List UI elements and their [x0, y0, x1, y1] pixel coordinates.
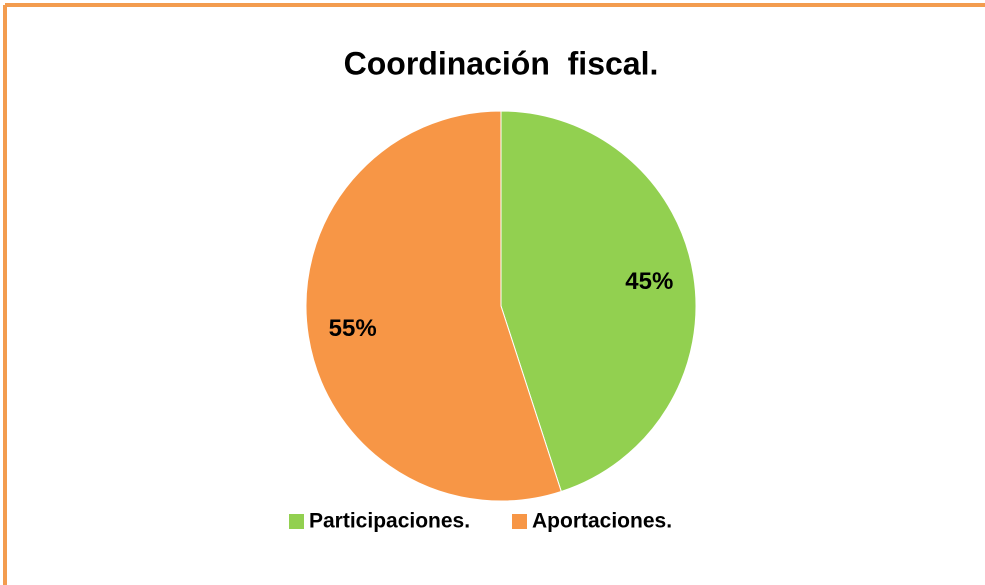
chart-title: Coordinación fiscal. — [344, 45, 659, 81]
legend-label: Aportaciones. — [532, 510, 672, 533]
data-label: 45% — [625, 268, 673, 295]
legend-swatch — [289, 514, 304, 529]
pie-slice — [500, 110, 697, 493]
legend-swatch — [512, 514, 527, 529]
legend-label: Participaciones. — [309, 510, 470, 533]
data-label: 55% — [329, 315, 377, 342]
pie-slice — [305, 110, 562, 502]
